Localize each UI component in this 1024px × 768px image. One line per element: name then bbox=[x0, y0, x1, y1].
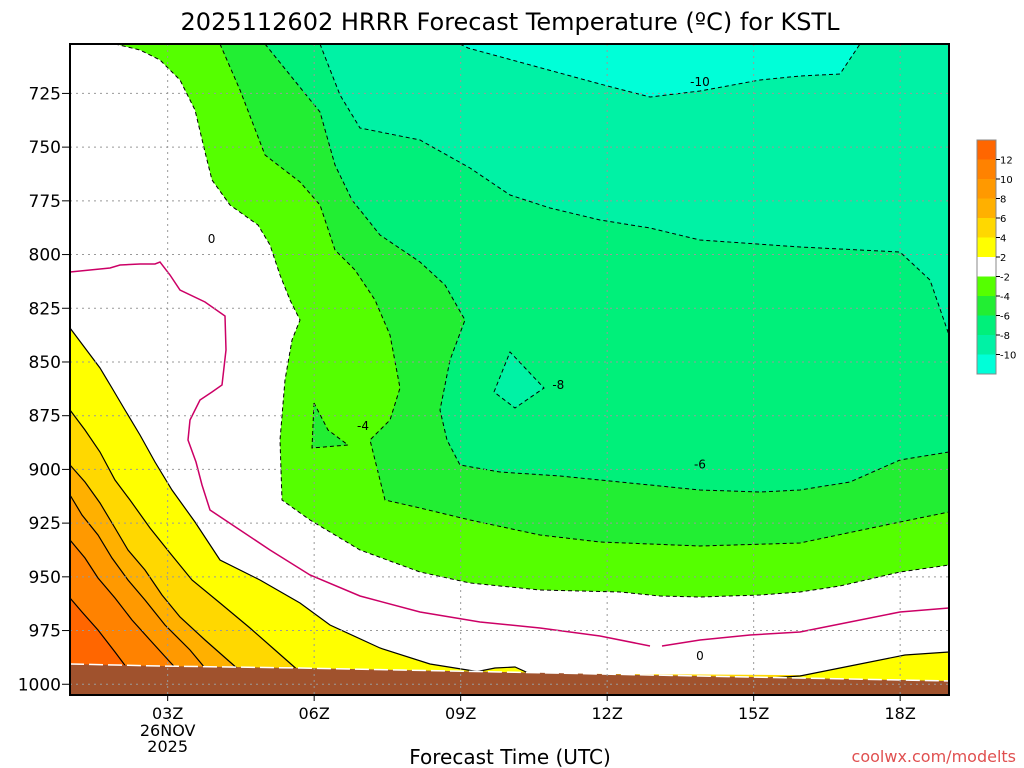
y-tick-label-4: 825 bbox=[29, 299, 61, 319]
colorbar-label-2: 8 bbox=[1000, 195, 1006, 206]
colorbar: 12 10 8 6 4 2 -2 -4 -6 -8 -10 bbox=[976, 139, 1016, 375]
x-tick-label-5: 18Z bbox=[885, 704, 916, 723]
x-date-label-0: 26NOV bbox=[140, 721, 196, 740]
contour-line-2 bbox=[69, 327, 521, 677]
colorbar-label-1: 10 bbox=[1000, 175, 1013, 186]
colorbar-label-10: -10 bbox=[1000, 351, 1016, 362]
colorbar-swatch-1 bbox=[977, 159, 996, 179]
colorbar-swatch-7 bbox=[977, 276, 996, 296]
surface-line bbox=[69, 663, 950, 682]
colorbar-label-6: -2 bbox=[1000, 273, 1010, 284]
y-tick-label-2: 775 bbox=[29, 192, 61, 212]
y-tick-label-8: 925 bbox=[29, 514, 61, 534]
colorbar-swatch-0 bbox=[977, 140, 996, 160]
colorbar-swatch-8 bbox=[977, 296, 996, 316]
contour-line-6 bbox=[69, 464, 249, 679]
contour-line-minus8-pocket bbox=[493, 351, 545, 409]
contour-line-4 bbox=[69, 409, 301, 673]
x-tick-label-4: 15Z bbox=[738, 704, 769, 723]
x-tick-label-0: 03Z bbox=[152, 704, 183, 723]
y-tick-label-1: 750 bbox=[29, 138, 61, 158]
colorbar-swatch-9 bbox=[977, 315, 996, 335]
contour-label-0: -10 bbox=[690, 75, 710, 89]
contour-line-minus10 bbox=[459, 43, 861, 98]
contour-line-8 bbox=[69, 494, 216, 681]
contour-line-minus6 bbox=[264, 43, 950, 493]
grid-lines bbox=[70, 44, 949, 695]
contour-label-1: 0 bbox=[208, 232, 216, 246]
contour-label-4: -6 bbox=[694, 458, 706, 472]
y-tick-label-3: 800 bbox=[29, 246, 61, 266]
x-tick-label-3: 12Z bbox=[592, 704, 623, 723]
surface-ground bbox=[70, 664, 949, 695]
y-tick-label-0: 725 bbox=[29, 84, 61, 104]
contour-line-0-east bbox=[661, 607, 950, 647]
y-tick-label-7: 900 bbox=[29, 460, 61, 480]
colorbar-swatch-5 bbox=[977, 237, 996, 257]
x-tick-label-2: 09Z bbox=[445, 704, 476, 723]
contour-line-minus8 bbox=[319, 43, 950, 336]
colorbar-swatch-3 bbox=[977, 198, 996, 218]
y-tick-label-11: 1000 bbox=[18, 675, 61, 695]
y-tick-label-10: 975 bbox=[29, 622, 61, 642]
y-tick-label-6: 875 bbox=[29, 407, 61, 427]
plot-area: -10 0 -8 -4 -6 0 bbox=[69, 43, 950, 695]
contour-line-10 bbox=[69, 539, 186, 679]
contour-label-5: 0 bbox=[696, 649, 704, 663]
colorbar-label-3: 6 bbox=[1000, 214, 1006, 225]
contour-line-minus4 bbox=[219, 43, 950, 547]
fill-band-minus2-2 bbox=[70, 44, 949, 695]
colorbar-label-5: 2 bbox=[1000, 253, 1006, 264]
x-tick-label-1: 06Z bbox=[299, 704, 330, 723]
y-tick-label-5: 850 bbox=[29, 353, 61, 373]
colorbar-swatch-10 bbox=[977, 335, 996, 355]
fill-pocket-minus4 bbox=[312, 403, 348, 448]
colorbar-swatch-2 bbox=[977, 179, 996, 199]
colorbar-label-9: -8 bbox=[1000, 331, 1010, 342]
contour-label-2: -8 bbox=[552, 378, 564, 392]
colorbar-swatch-11 bbox=[977, 354, 996, 374]
fill-band-2-4 bbox=[70, 328, 949, 695]
plot-frame bbox=[69, 43, 950, 696]
contour-line-0 bbox=[69, 261, 651, 647]
contour-line-minus2 bbox=[114, 43, 950, 598]
colorbar-label-4: 4 bbox=[1000, 234, 1006, 245]
fill-pocket-minus8 bbox=[494, 352, 544, 408]
y-axis: 725 750 775 800 825 850 875 900 925 950 975 1000 bbox=[18, 84, 70, 695]
contour-line-minus4-pocket bbox=[311, 402, 350, 449]
colorbar-label-8: -6 bbox=[1000, 312, 1010, 323]
chart-title: 2025112602 HRRR Forecast Temperature (ºC… bbox=[181, 8, 841, 36]
colorbar-swatch-6 bbox=[977, 257, 996, 277]
colorbar-label-0: 12 bbox=[1000, 156, 1013, 167]
credit-text[interactable]: coolwx.com/modelts bbox=[852, 747, 1016, 766]
x-axis-label: Forecast Time (UTC) bbox=[409, 745, 611, 768]
y-tick-label-9: 950 bbox=[29, 568, 61, 588]
colorbar-label-7: -4 bbox=[1000, 292, 1010, 303]
colorbar-swatch-4 bbox=[977, 218, 996, 238]
contour-label-3: -4 bbox=[357, 419, 369, 433]
x-date-label-1: 2025 bbox=[147, 737, 188, 756]
